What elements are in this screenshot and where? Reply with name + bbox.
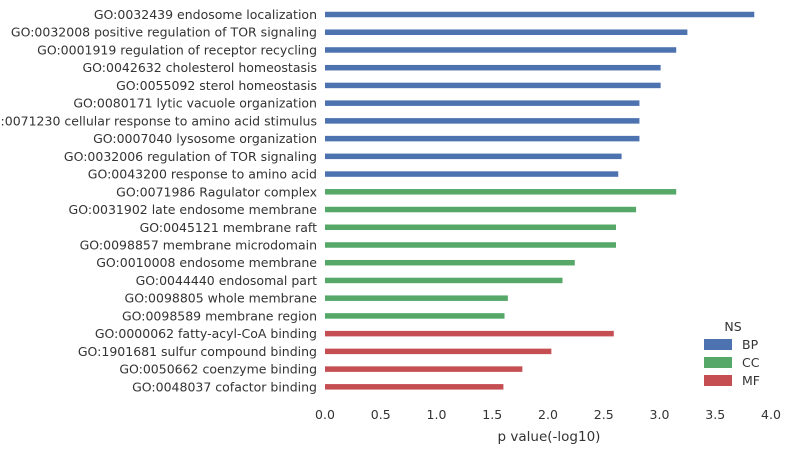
category-label: GO:0032439 endosome localization [94,7,317,22]
bars-layer [325,11,755,390]
category-label: GO:0071230 cellular response to amino ac… [0,113,317,128]
legend-label: CC [742,355,760,370]
x-tick-label: 2.5 [594,407,614,422]
category-label: GO:0071986 Ragulator complex [116,184,317,199]
category-label: GO:0001919 regulation of receptor recycl… [37,42,317,57]
category-label: GO:0098589 membrane region [122,308,317,323]
x-tick-label: 1.5 [482,407,502,422]
category-label: GO:0000062 fatty-acyl-CoA binding [95,326,317,341]
legend-label: MF [742,373,760,388]
bar [325,242,617,248]
category-label: GO:0032008 positive regulation of TOR si… [11,25,317,40]
category-label: GO:0010008 endosome membrane [96,255,317,270]
legend: NS BP CC MF [704,319,760,388]
bar [325,366,523,372]
bar [325,295,508,301]
x-tick-label: 3.0 [650,407,670,422]
bar [325,259,575,266]
category-label: GO:0055092 sterol homeostasis [116,78,317,93]
category-labels: GO:0032439 endosome localization GO:00320… [0,7,317,394]
x-tick-label: 3.5 [705,407,725,422]
legend-swatch [704,375,732,386]
legend-label: BP [742,337,759,352]
bar [325,330,614,337]
category-label: GO:0098805 whole membrane [125,291,318,306]
bar [325,384,504,390]
bar [325,171,619,177]
bar [325,189,677,195]
x-tick-label: 1.0 [427,407,447,422]
bar [325,100,640,106]
bar [325,47,677,53]
category-label: GO:0031902 late endosome membrane [69,202,318,217]
x-tick-label: 2.0 [538,407,558,422]
legend-swatch [704,339,732,350]
bar [325,224,617,231]
bar [325,206,637,213]
x-tick-label: 0.0 [315,407,335,422]
category-label: GO:0044440 endosomal part [136,273,318,288]
x-axis-title: p value(-log10) [498,429,601,445]
category-label: GO:0098857 membrane microdomain [80,237,317,252]
category-label: GO:0043200 response to amino acid [88,167,317,182]
category-label: GO:0048037 cofactor binding [132,379,317,394]
bar [325,153,622,160]
bar [325,64,661,71]
category-label: GO:1901681 sulfur compound binding [78,344,317,359]
bar [325,29,688,35]
x-tick-label: 4.0 [761,407,781,422]
bar [325,118,640,124]
x-axis-ticks: 0.0 0.5 1.0 1.5 2.0 2.5 3.0 3.5 4.0 [315,407,781,422]
bar [325,277,563,284]
category-label: GO:0007040 lysosome organization [93,131,317,146]
bar [325,135,640,142]
category-label: GO:0080171 lytic vacuole organization [73,96,317,111]
bar [325,313,505,319]
legend-title: NS [724,319,741,334]
category-label: GO:0045121 membrane raft [140,220,318,235]
legend-swatch [704,357,732,368]
legend-items: BP CC MF [704,337,760,388]
x-tick-label: 0.5 [371,407,391,422]
category-label: GO:0050662 coenzyme binding [119,362,317,377]
bar [325,82,661,89]
bar [325,348,552,355]
bar [325,11,755,18]
category-label: GO:0042632 cholesterol homeostasis [83,60,318,75]
category-label: GO:0032006 regulation of TOR signaling [64,149,317,164]
